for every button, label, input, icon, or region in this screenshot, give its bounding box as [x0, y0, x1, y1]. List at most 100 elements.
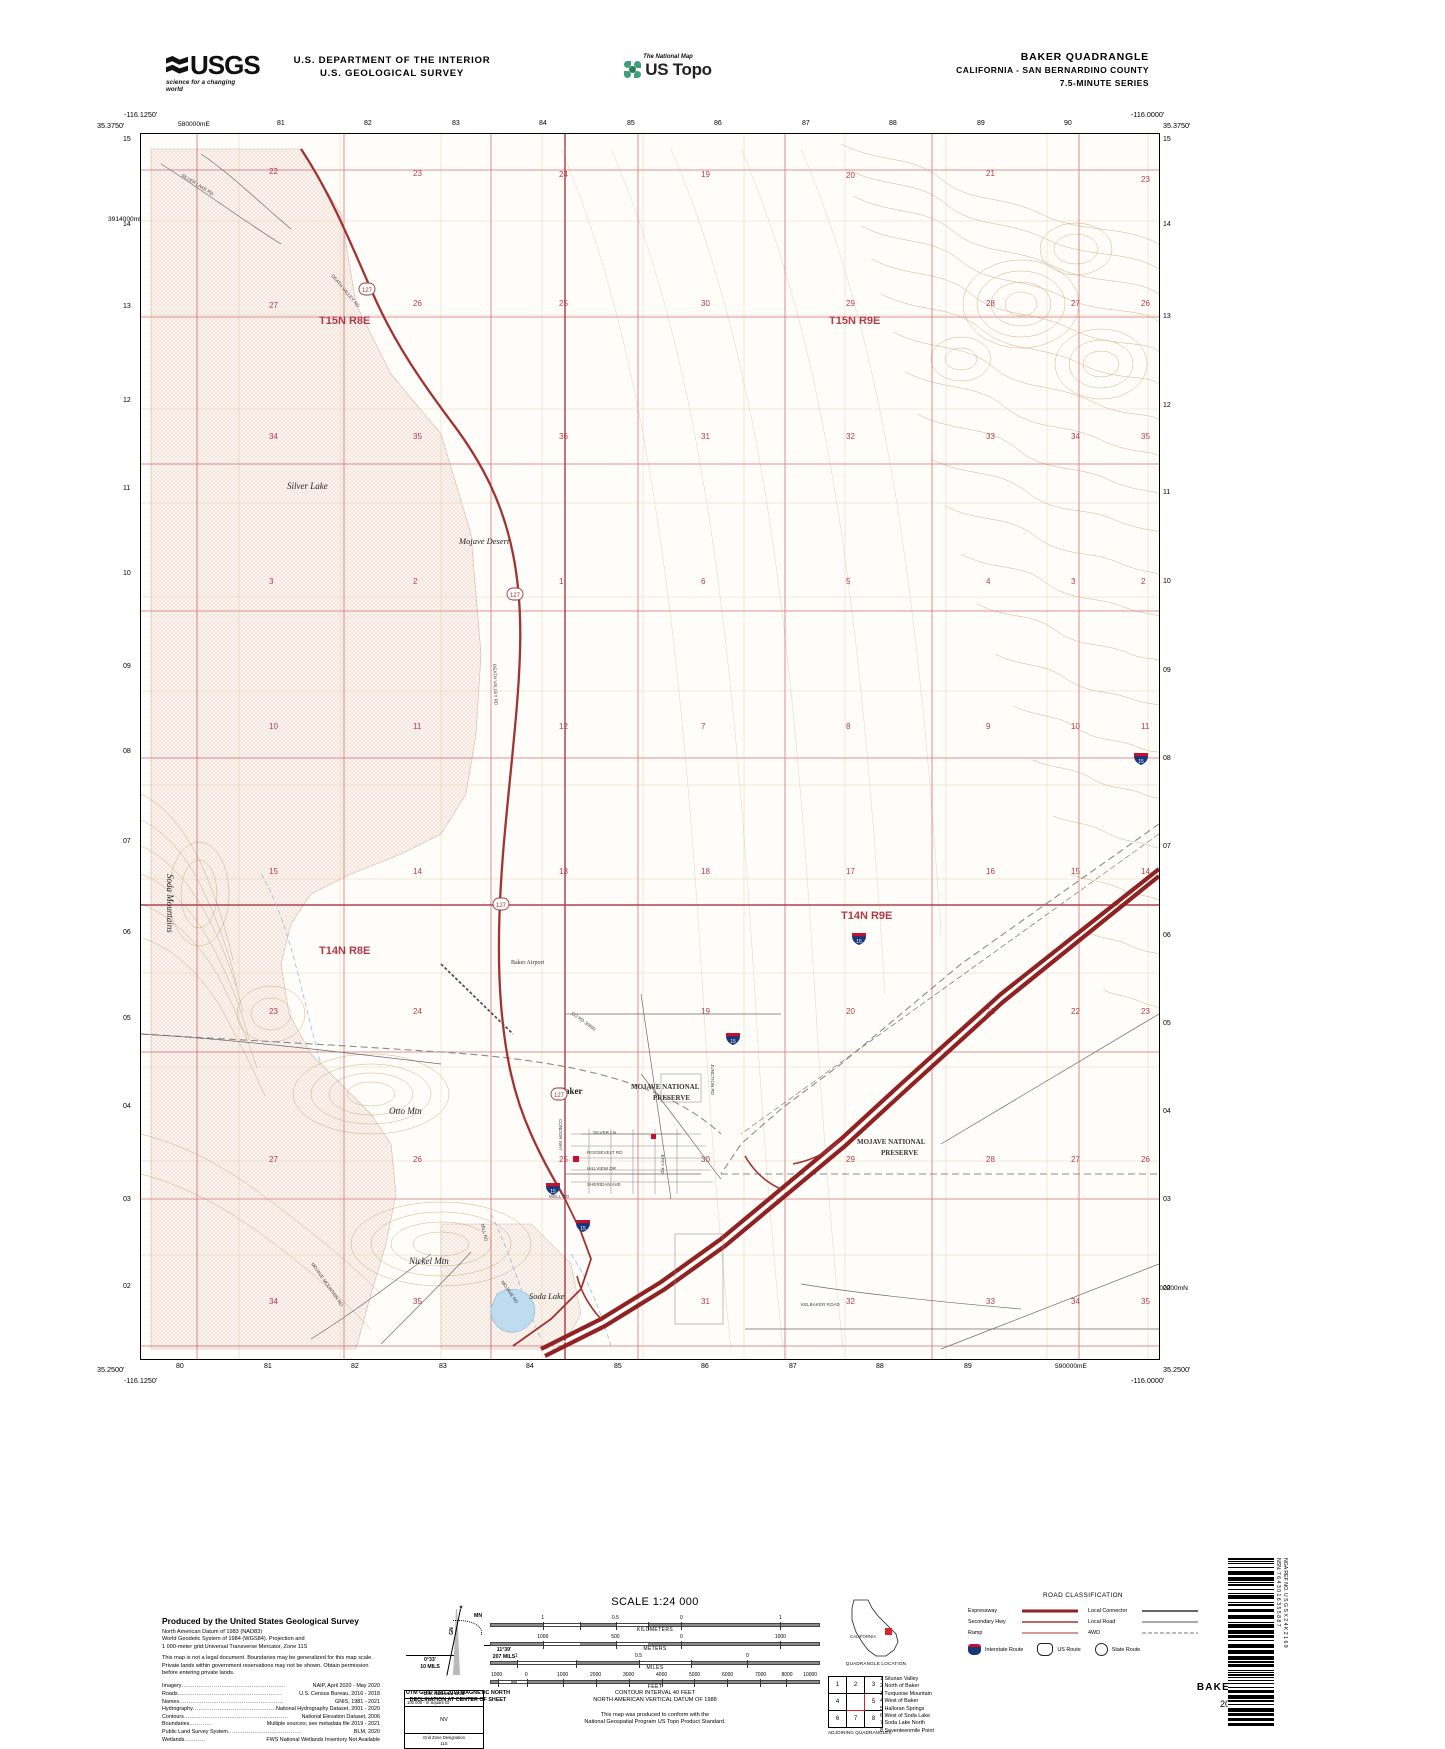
scale-unit-label: METERS — [643, 1646, 667, 1652]
adjoining-cell: 7 — [846, 1710, 865, 1728]
tick-label: 1 — [541, 1615, 545, 1621]
svg-text:19: 19 — [701, 170, 710, 179]
svg-text:26: 26 — [1141, 1155, 1150, 1164]
svg-text:14: 14 — [413, 867, 422, 876]
svg-text:Soda Lake: Soda Lake — [529, 1291, 565, 1301]
svg-text:13: 13 — [559, 867, 568, 876]
dot-leader: ........................................… — [192, 1706, 277, 1713]
tick-label: 10000 — [803, 1672, 818, 1678]
conformance-line-2: National Geospatial Program US Topo Prod… — [584, 1719, 726, 1726]
source-value: National Elevation Dataset, 2006 — [301, 1713, 380, 1720]
svg-text:17: 17 — [846, 867, 855, 876]
svg-text:29: 29 — [846, 299, 855, 308]
svg-text:34: 34 — [269, 1297, 278, 1306]
svg-text:31: 31 — [701, 1297, 710, 1306]
svg-text:15: 15 — [1071, 867, 1080, 876]
svg-text:35: 35 — [413, 432, 422, 441]
magnetic-angle-degrees: 11°39' — [496, 1647, 512, 1653]
corner-latitude-bottom-right: 35.2500' — [1163, 1365, 1191, 1374]
state-route-127 — [300, 148, 567, 1200]
grid-label-top-84: 84 — [539, 120, 547, 127]
adjoining-name: 5 Halloran Springs — [880, 1705, 925, 1712]
tick-label: 500 — [611, 1634, 620, 1640]
legend-label: Ramp — [968, 1629, 983, 1636]
svg-text:34: 34 — [1071, 432, 1080, 441]
svg-text:15: 15 — [550, 1189, 556, 1195]
svg-text:127: 127 — [554, 1093, 565, 1099]
road-classification-legend: ROAD CLASSIFICATION Expressway Secondary… — [968, 1592, 1198, 1656]
svg-text:11: 11 — [1141, 722, 1150, 731]
svg-text:31: 31 — [701, 432, 710, 441]
grid-label-left-09: 09 — [123, 663, 131, 670]
grid-label-top-90: 90 — [1064, 120, 1072, 127]
svg-text:25: 25 — [559, 299, 568, 308]
corner-longitude-top-right: -116.0000' — [1131, 110, 1165, 119]
streams — [260, 873, 612, 1347]
svg-text:6: 6 — [701, 577, 706, 586]
svg-text:35: 35 — [1141, 432, 1150, 441]
tick-label: 3000 — [623, 1672, 635, 1678]
source-row: Contours................................… — [162, 1714, 380, 1722]
tick-label: 1000 — [537, 1634, 549, 1640]
source-key: Names — [162, 1698, 180, 1705]
legend-row-local-road: Local Road — [1088, 1616, 1198, 1627]
svg-text:16: 16 — [986, 867, 995, 876]
corner-latitude-top-left: 35.3750' — [97, 121, 125, 130]
legend-us-route: US Route — [1037, 1643, 1081, 1656]
svg-text:27: 27 — [1071, 1155, 1080, 1164]
svg-text:26: 26 — [413, 299, 422, 308]
svg-text:35: 35 — [413, 1297, 422, 1306]
grid-label-top-83: 83 — [452, 120, 460, 127]
grid-label-left-11: 11 — [123, 485, 131, 492]
svg-text:T14N R8E: T14N R8E — [319, 945, 370, 957]
grid-label-bottom-89: 89 — [964, 1363, 972, 1370]
scale-bar-feet: 1000 0 1000 2000 3000 4000 5000 6000 700… — [490, 1672, 820, 1690]
map-header: USGS science for a changing world U.S. D… — [0, 0, 1445, 105]
svg-text:18: 18 — [701, 867, 710, 876]
svg-text:MOJAVE NATIONAL: MOJAVE NATIONAL — [857, 1138, 926, 1146]
preserve-boundary — [141, 823, 1159, 1175]
source-key: Public Land Survey System — [162, 1729, 228, 1735]
svg-text:15: 15 — [580, 1226, 586, 1232]
grid-label-right-14: 14 — [1163, 221, 1171, 228]
grid-label-left-14: 14 — [123, 221, 131, 228]
svg-text:26: 26 — [413, 1155, 422, 1164]
scale-bar-meters: 1000 500 0 1000 METERS — [490, 1634, 820, 1652]
topographic-map[interactable]: 22 23 24 19 20 21 23 27 26 25 30 29 28 27 26 34 35… — [140, 133, 1160, 1360]
tick-label: 0 — [746, 1653, 749, 1659]
svg-text:15: 15 — [730, 1039, 736, 1045]
svg-text:3: 3 — [269, 577, 274, 586]
svg-text:20: 20 — [846, 1007, 855, 1016]
credits-datum-2: World Geodetic System of 1984 (WGS84). P… — [162, 1636, 305, 1643]
tick-label: 5000 — [689, 1672, 701, 1678]
department-line-1: U.S. DEPARTMENT OF THE INTERIOR — [293, 55, 491, 66]
utm-label-bottom-right: 590000mE — [1055, 1363, 1087, 1370]
tick-label: 1 — [779, 1615, 782, 1621]
usng-zone-label: Grid Zone Designation — [423, 1735, 465, 1740]
svg-text:127: 127 — [362, 288, 373, 294]
svg-text:35: 35 — [1141, 1297, 1150, 1306]
adjoining-cell: 8 — [864, 1710, 883, 1728]
corner-longitude-bottom-right: -116.0000' — [1131, 1376, 1165, 1385]
national-map-label: The National Map — [643, 54, 693, 60]
tick-label: 1000 — [774, 1634, 786, 1640]
svg-text:30: 30 — [701, 299, 710, 308]
landmark-symbol — [651, 1134, 656, 1139]
department-line-2: U.S. GEOLOGICAL SURVEY — [319, 68, 465, 79]
grid-label-top-85: 85 — [627, 120, 635, 127]
corner-latitude-bottom-left: 35.2500' — [97, 1365, 125, 1374]
local-connector-swatch-icon — [1142, 1608, 1198, 1614]
svg-text:T14N R9E: T14N R9E — [841, 910, 892, 922]
tick-label: 6000 — [722, 1672, 734, 1678]
svg-text:KELBAKER ROAD: KELBAKER ROAD — [801, 1302, 840, 1307]
svg-text:32: 32 — [846, 432, 855, 441]
barcode-block: NSN: 7 6 4 3 0 1 6 3 5 5 8 8 7 NGA REF N… — [1228, 1558, 1290, 1729]
legend-label: State Route — [1111, 1646, 1141, 1653]
svg-text:15: 15 — [856, 939, 862, 945]
grid-label-top-86: 86 — [714, 120, 722, 127]
dot-leader: ............ — [189, 1721, 213, 1728]
usgs-wave-icon — [166, 56, 188, 74]
state-route-shield-icon — [1094, 1643, 1108, 1656]
magnetic-north-label: MN — [474, 1613, 483, 1619]
corner-longitude-bottom-left: -116.1250' — [124, 1376, 158, 1385]
